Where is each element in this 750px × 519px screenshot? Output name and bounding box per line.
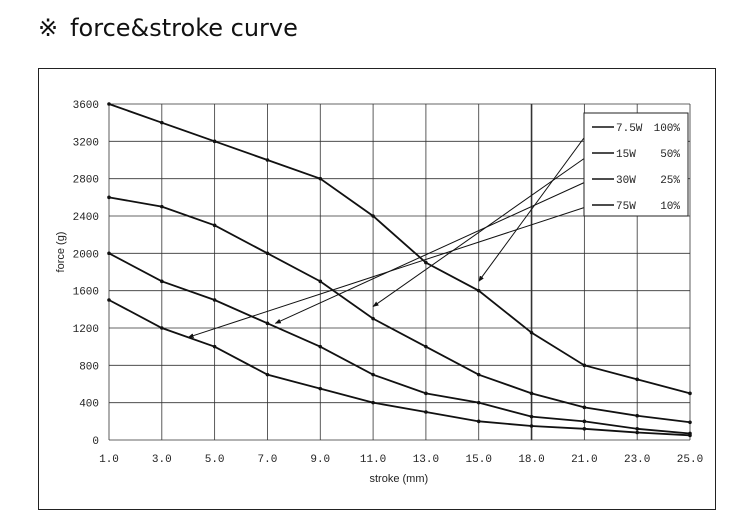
series-point	[582, 363, 587, 368]
reference-mark-icon: ※	[38, 14, 59, 42]
series-point	[371, 372, 375, 377]
series-line	[108, 103, 691, 395]
legend-entry-watt: 75W	[616, 201, 636, 213]
series-point	[424, 260, 428, 265]
x-axis-label: stroke (mm)	[370, 473, 429, 485]
series-point	[160, 120, 164, 125]
series-point	[424, 344, 428, 349]
y-tick-label: 2000	[73, 249, 99, 261]
y-tick-label: 2400	[73, 212, 99, 224]
series-point	[688, 433, 692, 438]
y-tick-label: 1200	[73, 324, 99, 336]
series-point	[424, 391, 428, 396]
series-point	[582, 419, 587, 424]
leader-arrow	[478, 126, 593, 282]
series-point	[160, 204, 164, 209]
series-point	[476, 288, 481, 293]
legend-entry-pct: 100%	[654, 123, 681, 135]
series-point	[212, 298, 217, 302]
series-point	[265, 158, 270, 162]
y-axis-label: force (g)	[55, 232, 67, 273]
series-point	[107, 102, 111, 106]
series-point	[635, 427, 639, 431]
x-tick-label: 21.0	[571, 454, 597, 466]
chart-frame	[38, 68, 716, 510]
series-point	[476, 400, 481, 405]
x-tick-label: 23.0	[624, 454, 650, 466]
series-point	[371, 400, 375, 405]
x-tick-label: 9.0	[310, 454, 330, 466]
series-point	[476, 372, 481, 377]
legend-entry-watt: 7.5W	[616, 123, 643, 135]
series-point	[212, 139, 217, 144]
series-point	[529, 424, 534, 428]
x-tick-label: 15.0	[466, 454, 492, 466]
y-tick-label: 0	[92, 436, 99, 448]
grid-lines	[108, 103, 691, 441]
series-point	[265, 372, 270, 377]
series-point	[688, 420, 692, 425]
leader-arrow	[372, 152, 593, 307]
legend-entry-pct: 50%	[660, 149, 680, 161]
y-tick-label: 3200	[73, 137, 99, 149]
x-tick-label: 1.0	[99, 454, 119, 466]
y-tick-label: 1600	[73, 287, 99, 299]
series-lines	[107, 102, 692, 438]
tick-labels: 1.0 3.0 5.0 7.0 9.0 11.0 13.0 15.0 18.0 21.0 23.0 2…	[73, 100, 704, 466]
x-tick-label: 11.0	[360, 454, 386, 466]
legend-entry-pct: 25%	[660, 175, 680, 187]
series-line	[108, 252, 691, 435]
series-point	[635, 430, 639, 435]
series-line	[108, 299, 691, 437]
series-point	[635, 413, 639, 418]
series-point	[160, 326, 164, 330]
series-point	[371, 214, 375, 218]
series-point	[371, 316, 375, 321]
chart-title: force&stroke curve	[70, 14, 298, 42]
series-point	[582, 405, 587, 410]
leader-arrow	[274, 178, 593, 324]
legend-box	[583, 112, 689, 217]
legend-entry-pct: 10%	[660, 201, 680, 213]
series-point	[529, 330, 534, 335]
series-point	[265, 321, 270, 326]
series-point	[212, 223, 217, 228]
series-point	[424, 410, 428, 414]
y-tick-label: 2800	[73, 175, 99, 187]
chart-heading: ※ force&stroke curve	[38, 14, 298, 42]
y-tick-label: 3600	[73, 100, 99, 112]
legend-entry-watt: 15W	[616, 149, 636, 161]
series-point	[265, 251, 270, 256]
series-point	[107, 195, 111, 200]
x-tick-label: 7.0	[258, 454, 278, 466]
y-tick-label: 400	[79, 399, 99, 411]
series-point	[318, 279, 323, 284]
y-tick-label: 800	[79, 361, 99, 373]
legend-entry-watt: 30W	[616, 175, 636, 187]
x-tick-label: 5.0	[205, 454, 225, 466]
series-point	[529, 414, 534, 419]
series-point	[529, 391, 534, 396]
legend: 7.5W 100% 15W 50% 30W 25% 75W 10%	[583, 112, 689, 217]
series-point	[107, 251, 111, 256]
x-tick-label: 18.0	[518, 454, 544, 466]
series-point	[476, 419, 481, 424]
series-point	[160, 279, 164, 284]
series-point	[107, 298, 111, 302]
x-tick-label: 3.0	[152, 454, 172, 466]
series-point	[688, 391, 692, 396]
series-point	[318, 344, 323, 349]
legend-leader-arrows	[187, 126, 593, 338]
x-tick-label: 25.0	[677, 454, 703, 466]
series-point	[318, 176, 323, 181]
x-tick-label: 13.0	[413, 454, 439, 466]
series-point	[212, 344, 217, 349]
series-point	[318, 386, 323, 391]
series-line	[108, 196, 691, 424]
series-point	[635, 377, 639, 382]
series-point	[582, 427, 587, 431]
